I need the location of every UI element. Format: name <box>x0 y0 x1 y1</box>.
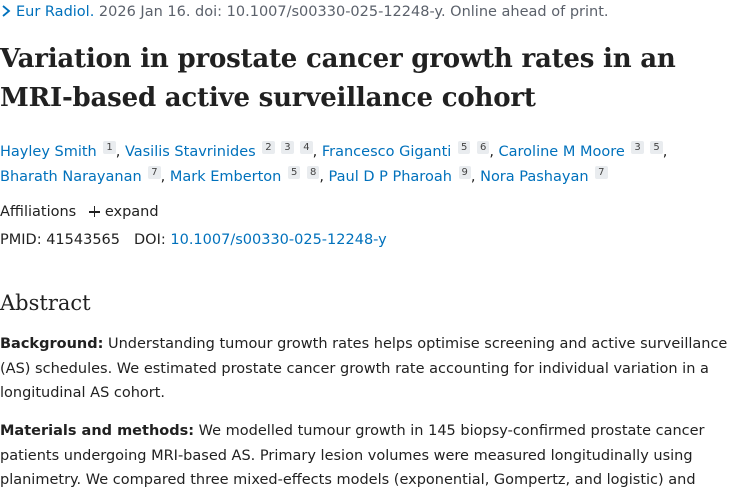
author-link[interactable]: Bharath Narayanan <box>0 169 142 185</box>
expand-affiliations-button[interactable]: expand <box>88 204 159 220</box>
author-item: Hayley Smith 1, <box>0 141 121 160</box>
background-text: Understanding tumour growth rates helps … <box>0 336 728 401</box>
author-item: Paul D P Pharoah 9, <box>328 166 476 185</box>
author-item: Caroline M Moore 3 5, <box>498 141 668 160</box>
abstract-methods: Materials and methods: We modelled tumou… <box>0 419 740 493</box>
affiliation-badge[interactable]: 7 <box>148 166 161 179</box>
affiliation-badge[interactable]: 8 <box>306 166 320 179</box>
author-separator: , <box>160 169 166 185</box>
journal-link[interactable]: Eur Radiol. <box>16 4 95 20</box>
author-separator: , <box>470 169 476 185</box>
abstract-heading: Abstract <box>0 291 91 315</box>
methods-label: Materials and methods: <box>0 423 195 439</box>
affiliation-badge[interactable]: 9 <box>458 166 471 179</box>
chevron-right-icon[interactable] <box>0 4 12 18</box>
author-item: Francesco Giganti 5 6, <box>321 141 494 160</box>
author-separator: , <box>662 144 668 160</box>
identifiers-row: PMID: 41543565 DOI: 10.1007/s00330-025-12… <box>0 232 387 248</box>
author-link[interactable]: Hayley Smith <box>0 144 97 160</box>
affiliation-badge[interactable]: 4 <box>300 141 313 154</box>
affiliation-badge[interactable]: 7 <box>595 166 608 179</box>
doi-link[interactable]: 10.1007/s00330-025-12248-y <box>170 232 387 248</box>
pmid-value: 41543565 <box>46 232 121 248</box>
author-separator: , <box>489 144 494 160</box>
author-link[interactable]: Caroline M Moore <box>498 144 625 160</box>
author-separator: , <box>319 169 324 185</box>
citation-details: 2026 Jan 16. doi: 10.1007/s00330-025-122… <box>94 4 609 20</box>
affiliation-badge[interactable]: 5 <box>287 166 301 179</box>
author-link[interactable]: Mark Emberton <box>169 169 282 185</box>
citation-line: Eur Radiol. 2026 Jan 16. doi: 10.1007/s0… <box>0 4 609 20</box>
affiliations-label: Affiliations <box>0 204 77 220</box>
author-link[interactable]: Nora Pashayan <box>480 169 589 185</box>
author-link[interactable]: Francesco Giganti <box>321 144 452 160</box>
affiliation-badge[interactable]: 6 <box>476 141 490 154</box>
author-item: Mark Emberton 5 8, <box>169 166 324 185</box>
expand-label: expand <box>104 204 159 220</box>
author-link[interactable]: Vasilis Stavrinides <box>124 144 256 160</box>
affiliation-badge[interactable]: 5 <box>650 141 663 154</box>
article-title: Variation in prostate cancer growth rate… <box>0 44 676 113</box>
author-item: Vasilis Stavrinides 2 3 4, <box>124 141 318 160</box>
affiliation-badge[interactable]: 3 <box>631 141 644 154</box>
author-separator: , <box>312 144 318 160</box>
plus-icon <box>88 206 100 217</box>
author-link[interactable]: Paul D P Pharoah <box>328 169 452 185</box>
methods-text: We modelled tumour growth in 145 biopsy-… <box>0 423 705 488</box>
authors-list: Hayley Smith 1, Vasilis Stavrinides 2 3 … <box>0 140 745 190</box>
affiliation-badge[interactable]: 5 <box>457 141 471 154</box>
affiliation-badge[interactable]: 1 <box>103 141 116 154</box>
doi-label: DOI: <box>134 232 166 248</box>
affiliation-badge[interactable]: 2 <box>262 141 275 154</box>
author-separator: , <box>115 144 121 160</box>
background-label: Background: <box>0 336 104 352</box>
author-item: Bharath Narayanan 7, <box>0 166 166 185</box>
author-item: Nora Pashayan 7 <box>480 166 608 185</box>
affiliations-row: Affiliations expand <box>0 204 159 220</box>
affiliation-badge[interactable]: 3 <box>281 141 294 154</box>
abstract-background: Background: Understanding tumour growth … <box>0 332 740 406</box>
pmid-label: PMID: <box>0 232 42 248</box>
